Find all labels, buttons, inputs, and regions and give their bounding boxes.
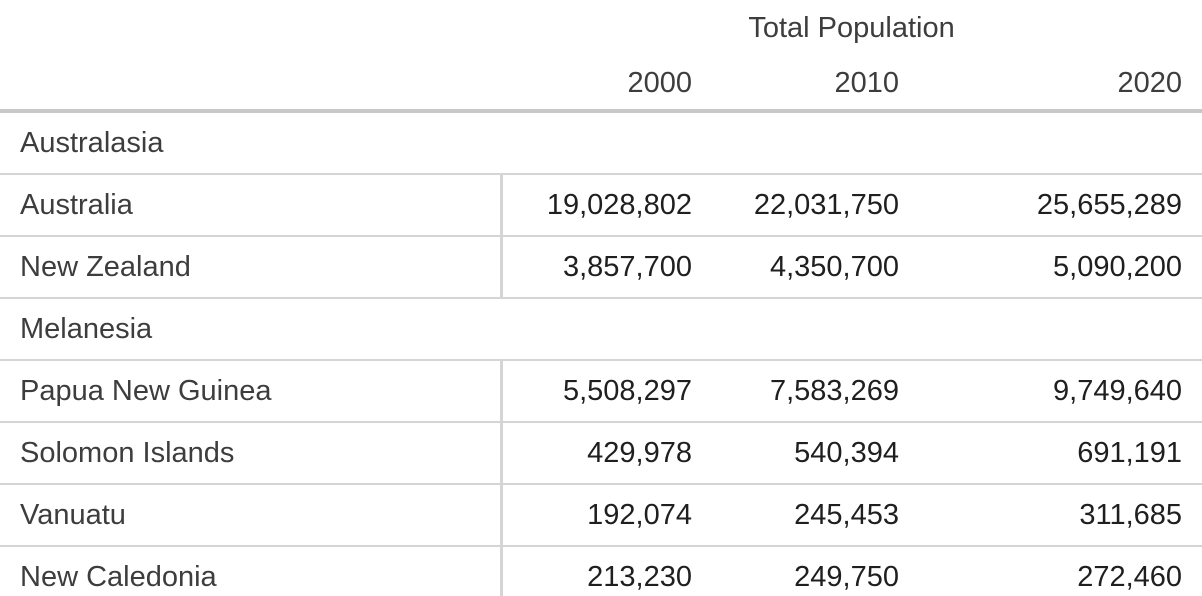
- row-label: New Zealand: [0, 236, 501, 299]
- table-row-solomon-islands: Solomon Islands 429,978 540,394 691,191: [0, 422, 1202, 485]
- group-header-row-melanesia: Melanesia: [0, 298, 1202, 361]
- cell-value-2010: 22,031,750: [706, 174, 913, 237]
- table-row-new-caledonia: New Caledonia 213,230 249,750 272,460: [0, 546, 1202, 596]
- table-title-row: Total Population: [0, 0, 1202, 57]
- cell-value-2020: 9,749,640: [913, 360, 1202, 423]
- table-title: Total Population: [748, 12, 955, 44]
- year-column-header-2010: 2010: [706, 57, 913, 113]
- cell-value-2010: 245,453: [706, 484, 913, 547]
- group-header-label: Australasia: [0, 111, 1202, 175]
- cell-value-2020: 5,090,200: [913, 236, 1202, 299]
- row-label: Australia: [0, 174, 501, 237]
- cell-value-2010: 249,750: [706, 546, 913, 596]
- table-row-new-zealand: New Zealand 3,857,700 4,350,700 5,090,20…: [0, 236, 1202, 299]
- year-column-header-2020: 2020: [913, 57, 1202, 113]
- cell-value-2010: 4,350,700: [706, 236, 913, 299]
- group-header-label: Melanesia: [0, 298, 1202, 361]
- cell-value-2000: 192,074: [499, 484, 706, 547]
- row-label: Vanuatu: [0, 484, 501, 547]
- cell-value-2000: 19,028,802: [499, 174, 706, 237]
- group-header-row-australasia: Australasia: [0, 111, 1202, 175]
- row-label: Papua New Guinea: [0, 360, 501, 423]
- year-column-header-2000: 2000: [501, 57, 706, 113]
- table-row-papua-new-guinea: Papua New Guinea 5,508,297 7,583,269 9,7…: [0, 360, 1202, 423]
- cell-value-2020: 311,685: [913, 484, 1202, 547]
- table-row-vanuatu: Vanuatu 192,074 245,453 311,685: [0, 484, 1202, 547]
- cell-value-2000: 213,230: [499, 546, 706, 596]
- cell-value-2000: 5,508,297: [499, 360, 706, 423]
- year-row-spacer: [0, 57, 501, 113]
- cell-value-2000: 429,978: [499, 422, 706, 485]
- row-label: New Caledonia: [0, 546, 501, 596]
- row-label: Solomon Islands: [0, 422, 501, 485]
- title-row-spacer: [0, 0, 501, 57]
- cell-value-2010: 7,583,269: [706, 360, 913, 423]
- cell-value-2020: 25,655,289: [913, 174, 1202, 237]
- cell-value-2000: 3,857,700: [499, 236, 706, 299]
- cell-value-2010: 540,394: [706, 422, 913, 485]
- cell-value-2020: 691,191: [913, 422, 1202, 485]
- cell-value-2020: 272,460: [913, 546, 1202, 596]
- year-header-row: 2000 2010 2020: [0, 57, 1202, 113]
- table-row-australia: Australia 19,028,802 22,031,750 25,655,2…: [0, 174, 1202, 237]
